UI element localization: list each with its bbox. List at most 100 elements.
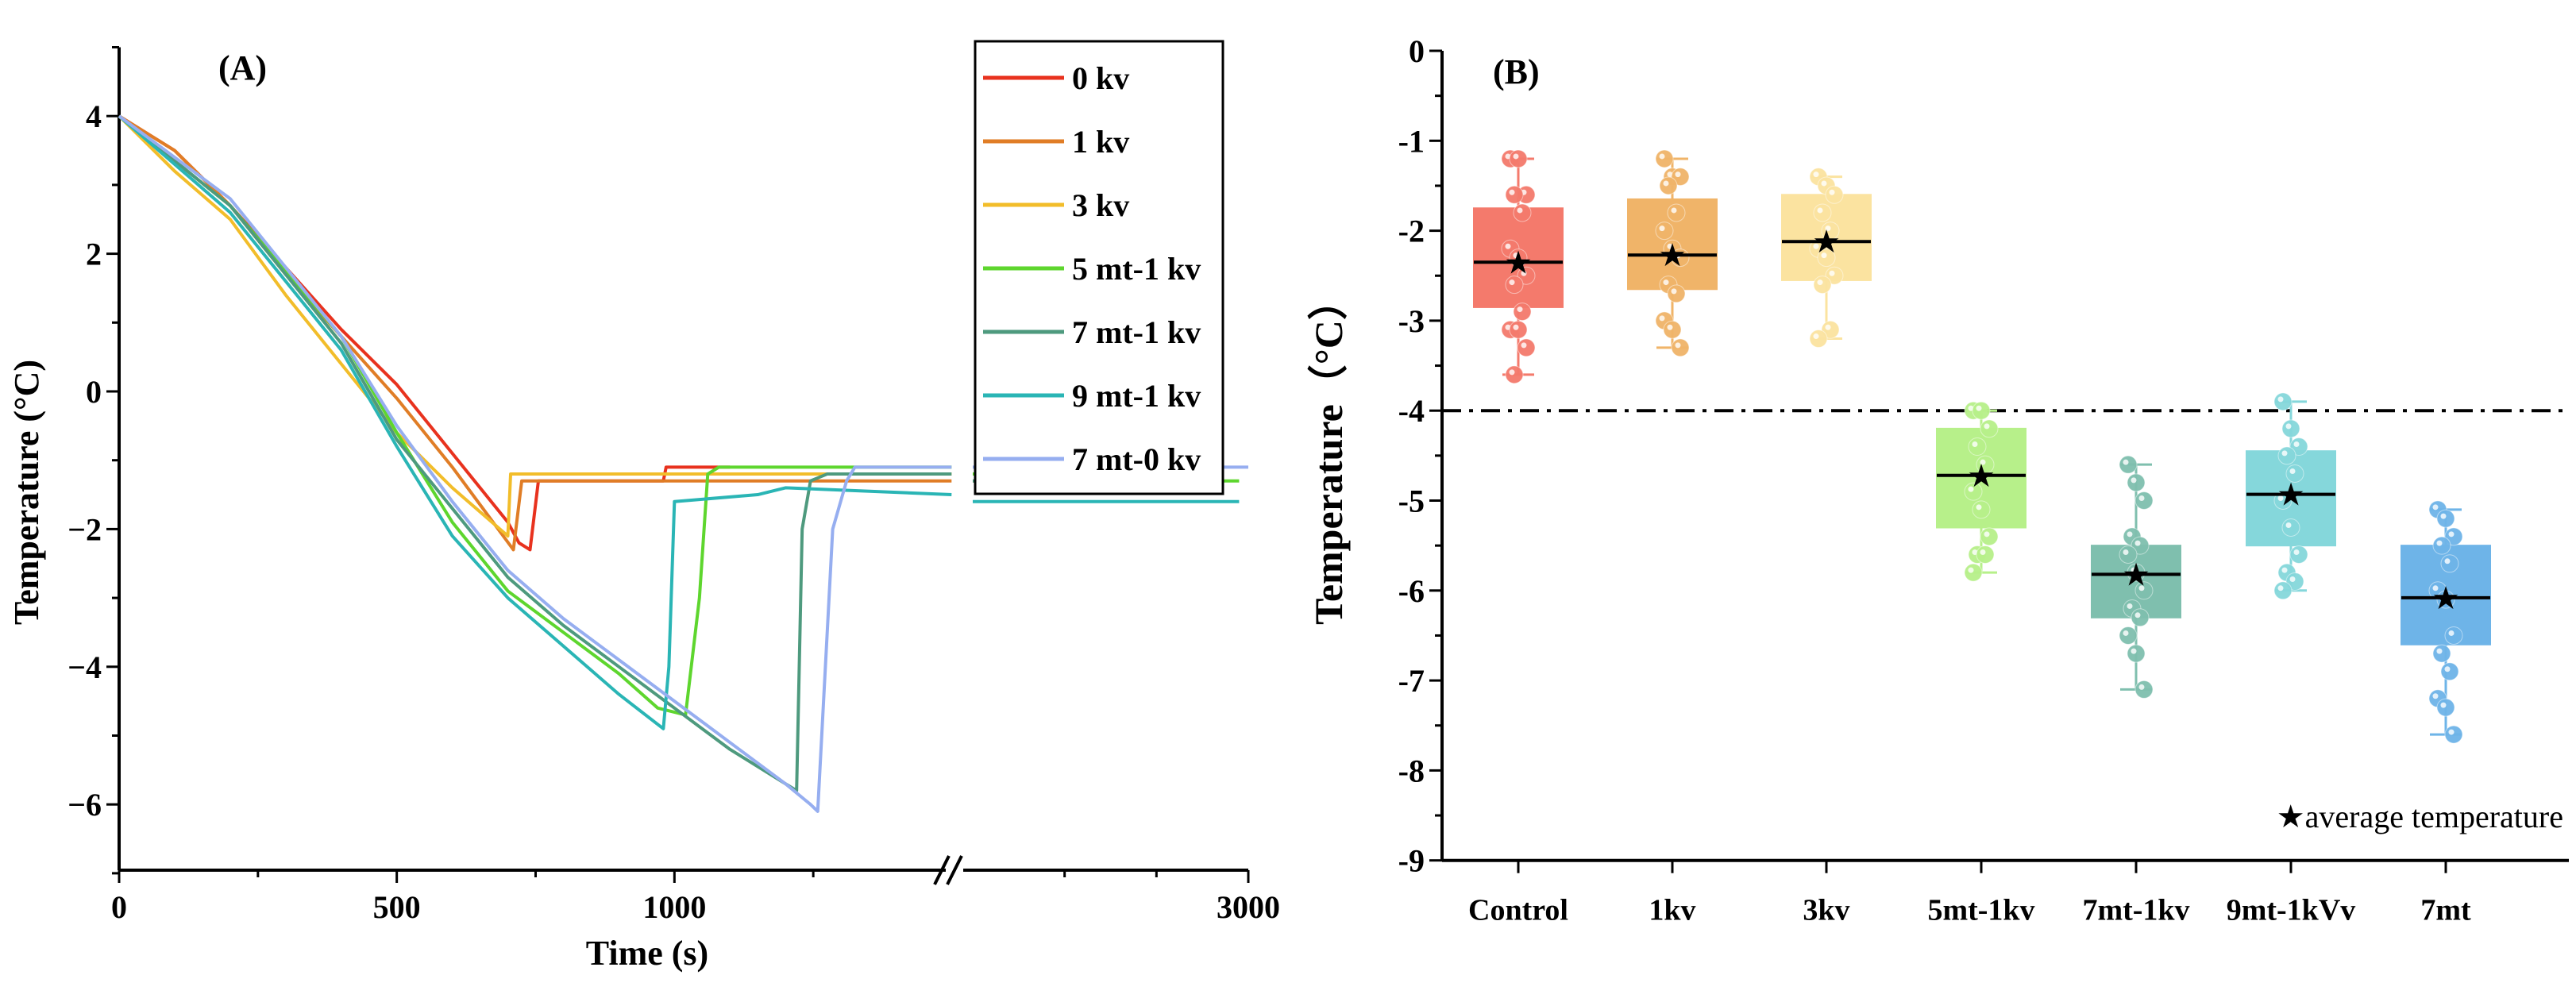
data-point-highlight — [1825, 225, 1831, 232]
y-tick-label: 2 — [86, 237, 102, 272]
x-tick-label: 3kv — [1803, 894, 1849, 927]
y-tick-label: -3 — [1398, 303, 1425, 339]
data-point-highlight — [2123, 630, 2129, 636]
data-point — [2277, 446, 2296, 465]
y-tick-label: -9 — [1398, 843, 1425, 879]
mean-star-icon: ★ — [2277, 477, 2305, 513]
data-point-highlight — [2448, 531, 2455, 538]
panel-b-label: (B) — [1493, 52, 1540, 91]
data-point-highlight — [1829, 189, 1835, 195]
data-point-highlight — [1667, 171, 1673, 178]
data-point — [1825, 266, 1844, 285]
data-point — [2444, 527, 2463, 546]
data-point-highlight — [1829, 270, 1835, 276]
series-line-0-kv — [118, 114, 731, 552]
data-point-highlight — [2444, 666, 2451, 672]
data-point-highlight — [1817, 279, 1823, 286]
data-point — [1513, 203, 1532, 222]
data-point-highlight — [1821, 180, 1827, 187]
data-point — [2436, 509, 2455, 528]
data-point — [2119, 455, 2138, 474]
data-point-highlight — [1509, 279, 1515, 286]
data-point-highlight — [2131, 477, 2137, 484]
data-point — [2281, 419, 2300, 438]
data-point-highlight — [1509, 369, 1515, 376]
series-line-9-mt-1-kv — [118, 114, 952, 730]
data-point-highlight — [2285, 522, 2292, 528]
data-point-highlight — [2123, 549, 2129, 555]
data-point — [1671, 338, 1690, 357]
y-tick-label: 4 — [86, 98, 102, 134]
data-point-highlight — [2289, 576, 2296, 582]
data-point — [2289, 437, 2308, 457]
data-point — [2127, 644, 2146, 663]
y-tick-label: 0 — [86, 374, 102, 410]
legend-label: 5 mt-1 kv — [1072, 251, 1201, 287]
data-point — [1964, 482, 1983, 501]
data-point-highlight — [1972, 441, 1978, 448]
data-point — [1517, 266, 1536, 285]
axis-break-mark — [933, 855, 951, 885]
mean-star-icon: ★ — [1812, 224, 1841, 260]
data-point — [1513, 302, 1532, 322]
data-point — [1813, 276, 1832, 295]
y-tick-label: -1 — [1398, 123, 1425, 159]
data-point — [2444, 725, 2463, 744]
data-point-highlight — [2432, 693, 2439, 699]
data-point-highlight — [1976, 504, 1982, 511]
legend-label: 9 mt-1 kv — [1072, 378, 1201, 414]
data-point-highlight — [1968, 405, 1974, 411]
y-tick-label: −2 — [67, 511, 102, 547]
data-point — [2273, 581, 2293, 600]
data-point-highlight — [2277, 495, 2284, 501]
data-point-highlight — [1972, 549, 1978, 555]
data-point-highlight — [2134, 612, 2141, 618]
data-point-highlight — [2448, 630, 2455, 636]
mean-star-icon: ★ — [1658, 237, 1687, 273]
data-point — [1505, 276, 1524, 295]
data-point — [1821, 320, 1840, 339]
data-point-highlight — [2448, 729, 2455, 735]
y-tick-label: -5 — [1398, 484, 1425, 519]
series-line-1-kv — [118, 114, 952, 552]
data-point — [2436, 590, 2455, 609]
x-tick-label: 5mt-1kv — [1927, 894, 2034, 927]
y-tick-label: -6 — [1398, 573, 1425, 609]
data-point-highlight — [1980, 459, 1986, 465]
data-point-highlight — [2127, 603, 2133, 609]
data-point-highlight — [1817, 207, 1823, 214]
data-point — [2273, 491, 2293, 510]
data-point — [1655, 149, 1674, 168]
y-tick-label: −6 — [67, 787, 102, 823]
data-point-highlight — [1667, 324, 1673, 330]
data-point — [2444, 626, 2463, 645]
data-point-highlight — [1513, 153, 1519, 160]
data-point — [2281, 518, 2300, 537]
data-point-highlight — [2277, 396, 2284, 403]
data-point — [1976, 455, 1995, 474]
y-tick-label: -2 — [1398, 214, 1425, 249]
legend-label: 0 kv — [1072, 60, 1129, 96]
data-point-highlight — [1505, 153, 1511, 160]
data-point — [1663, 320, 1682, 339]
data-point — [1505, 365, 1524, 384]
data-point-highlight — [2277, 585, 2284, 591]
x-tick-label: Control — [1468, 894, 1568, 927]
data-point — [1817, 249, 1836, 268]
y-tick-label: −4 — [67, 649, 102, 685]
data-point-highlight — [2285, 423, 2292, 430]
axis-break-mark — [946, 855, 963, 885]
data-point-highlight — [1521, 342, 1527, 349]
data-point — [1813, 203, 1832, 222]
data-point-highlight — [1984, 423, 1990, 430]
mean-star-icon: ★ — [1967, 458, 1996, 494]
data-point — [1825, 185, 1844, 204]
data-point-highlight — [1659, 153, 1665, 160]
x-tick-label: 3000 — [1217, 889, 1280, 925]
data-point-highlight — [2127, 531, 2133, 538]
data-point — [1667, 284, 1686, 303]
data-point — [2440, 662, 2459, 681]
x-tick-label: 0 — [111, 889, 127, 925]
data-point-highlight — [1813, 243, 1819, 249]
data-point-highlight — [1517, 207, 1523, 214]
